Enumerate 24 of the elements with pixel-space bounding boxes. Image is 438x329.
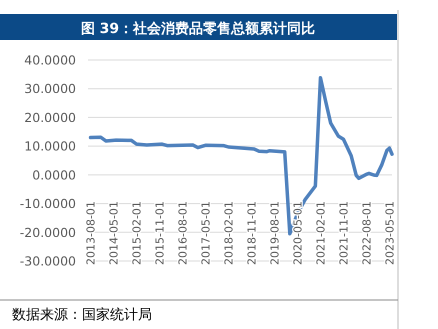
source-note: 数据来源：国家统计局 bbox=[12, 307, 152, 323]
x-tick-label: 2021-11-01 bbox=[337, 201, 350, 265]
x-tick-label: 2023-05-01 bbox=[383, 201, 396, 265]
y-tick-label: -20.0000 bbox=[20, 224, 76, 240]
x-tick-label: 2017-05-01 bbox=[200, 201, 213, 265]
x-tick-label: 2019-08-01 bbox=[268, 201, 282, 265]
x-tick-label: 2022-08-01 bbox=[360, 201, 374, 265]
x-tick-label: 2020-05-01 bbox=[291, 201, 304, 265]
y-tick-label: -10.0000 bbox=[20, 196, 76, 212]
y-tick-label: 10.0000 bbox=[24, 138, 76, 154]
x-tick-label: 2021-02-01 bbox=[314, 201, 328, 265]
y-tick-label: 20.0000 bbox=[24, 110, 76, 125]
x-tick-label: 2013-08-01 bbox=[84, 201, 98, 265]
x-tick-label: 2018-02-01 bbox=[222, 201, 236, 265]
y-tick-label: 30.0000 bbox=[24, 81, 76, 96]
y-tick-label: -30.0000 bbox=[20, 254, 76, 268]
y-tick-label: 40.0000 bbox=[24, 52, 76, 68]
x-tick-label: 2015-02-01 bbox=[130, 201, 144, 265]
x-tick-label: 2016-08-01 bbox=[176, 201, 190, 265]
x-tick-label: 2018-11-01 bbox=[245, 201, 258, 265]
x-tick-label: 2014-05-01 bbox=[108, 201, 121, 265]
x-tick-label: 2015-11-01 bbox=[154, 201, 167, 265]
y-tick-label: 0.0000 bbox=[32, 167, 76, 182]
title: 图 39：社会消费品零售总额累计同比 bbox=[80, 21, 316, 37]
